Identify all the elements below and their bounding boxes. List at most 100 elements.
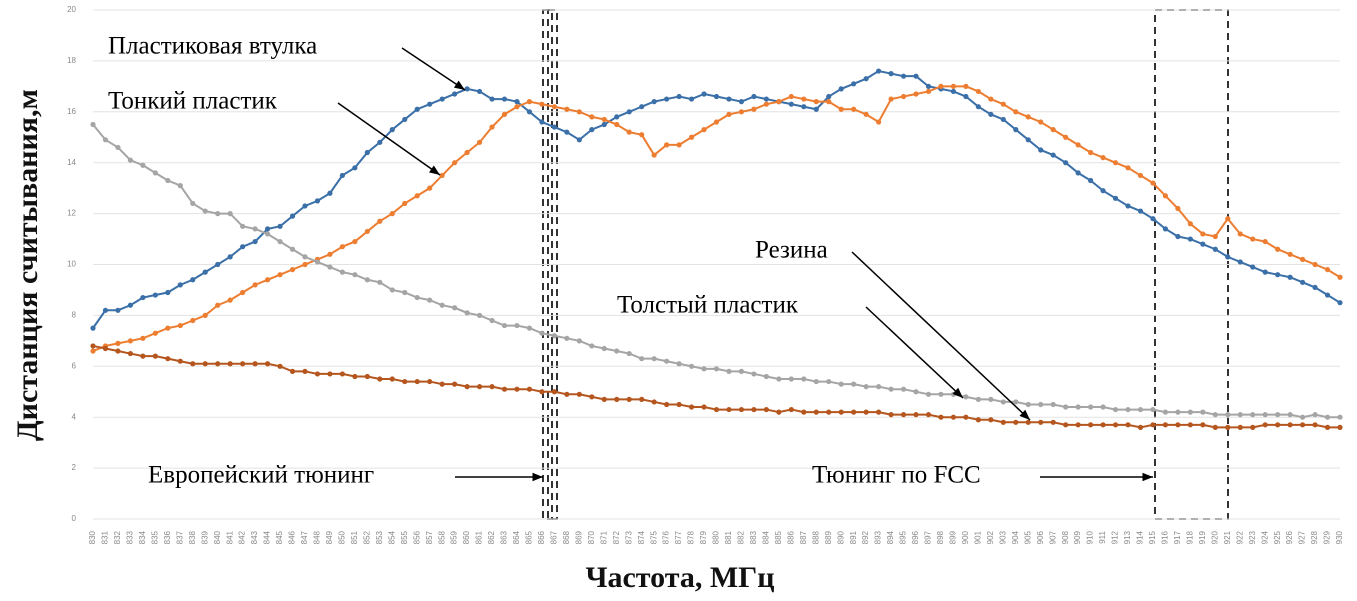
data-point — [863, 76, 869, 82]
x-tick-label: 882 — [737, 530, 746, 544]
x-tick-label: 879 — [699, 530, 708, 544]
data-point — [1013, 127, 1019, 133]
series-line — [92, 70, 1341, 329]
data-point — [240, 361, 246, 367]
data-point — [152, 170, 158, 176]
x-tick-label: 846 — [288, 530, 297, 544]
data-point — [589, 394, 595, 400]
data-point — [1000, 101, 1006, 107]
data-point — [913, 412, 919, 418]
data-point — [115, 307, 121, 313]
series-line — [92, 123, 1340, 419]
data-point — [489, 317, 495, 324]
data-point — [876, 119, 882, 125]
data-point — [963, 83, 969, 89]
data-point — [1125, 165, 1131, 171]
data-point — [701, 127, 707, 133]
data-point — [975, 104, 981, 110]
x-tick-label: 883 — [749, 530, 758, 544]
data-point — [1150, 216, 1156, 222]
x-tick-label: 869 — [574, 530, 583, 544]
data-point — [202, 312, 208, 318]
data-point — [576, 391, 582, 397]
series-annotation: Пластиковая втулка — [108, 33, 317, 60]
data-point — [526, 325, 533, 331]
y-tick-label: 6 — [72, 361, 77, 370]
data-point — [925, 83, 932, 89]
x-tick-label: 847 — [300, 530, 309, 544]
x-tick-label: 872 — [612, 530, 621, 544]
data-point — [140, 294, 146, 301]
data-point — [414, 193, 420, 199]
data-point — [738, 99, 745, 105]
data-point — [165, 177, 171, 184]
x-tick-label: 863 — [500, 530, 509, 544]
data-point — [713, 93, 720, 100]
data-point — [1175, 205, 1181, 212]
data-point — [1100, 422, 1106, 428]
data-point — [751, 371, 757, 377]
x-tick-label: 844 — [263, 530, 272, 544]
data-point — [1324, 424, 1331, 430]
data-point — [913, 91, 919, 97]
data-point — [402, 289, 408, 296]
data-point — [1287, 412, 1293, 418]
data-point — [165, 356, 171, 362]
data-point — [1000, 116, 1006, 123]
data-point — [676, 93, 682, 100]
data-point — [1063, 160, 1069, 166]
data-point — [476, 139, 483, 145]
x-tick-label: 861 — [475, 530, 484, 544]
x-tick-label: 892 — [861, 530, 870, 544]
data-point — [102, 345, 109, 352]
x-tick-label: 838 — [188, 530, 197, 544]
data-point — [289, 246, 296, 252]
data-point — [876, 68, 882, 74]
data-point — [950, 414, 957, 420]
data-point — [277, 272, 283, 278]
data-point — [190, 317, 196, 324]
data-point — [427, 378, 433, 385]
x-tick-label: 864 — [512, 530, 521, 544]
data-point — [501, 322, 508, 329]
data-point — [1212, 233, 1218, 240]
x-tick-label: 890 — [836, 530, 845, 544]
x-tick-label: 856 — [412, 530, 421, 544]
data-point — [1150, 180, 1156, 186]
data-point — [788, 101, 794, 107]
data-point — [1038, 119, 1044, 125]
series-annotation: Резина — [755, 237, 828, 264]
x-tick-label: 853 — [375, 530, 384, 544]
data-point — [177, 358, 183, 364]
data-point — [1000, 419, 1006, 425]
data-point — [576, 137, 582, 143]
x-tick-label: 898 — [936, 530, 945, 544]
data-point — [925, 88, 932, 95]
data-point — [1050, 152, 1056, 158]
data-point — [900, 386, 907, 392]
data-point — [1312, 261, 1318, 268]
data-point — [352, 272, 358, 278]
data-point — [1299, 279, 1306, 285]
x-tick-label: 836 — [163, 530, 172, 544]
data-point — [264, 361, 271, 367]
data-point — [626, 350, 632, 357]
data-point — [626, 396, 632, 402]
tuning-annotation: Тюнинг по FCC — [812, 462, 981, 489]
x-tick-label: 830 — [88, 530, 97, 544]
data-point — [190, 361, 196, 367]
data-point — [339, 371, 345, 377]
data-point — [651, 152, 657, 158]
data-point — [439, 96, 445, 102]
data-point — [102, 137, 109, 143]
x-tick-label: 919 — [1198, 530, 1207, 544]
data-point — [202, 269, 208, 275]
data-point — [1013, 109, 1019, 115]
data-point — [1088, 404, 1094, 410]
data-point — [888, 96, 894, 102]
data-point — [539, 101, 545, 107]
y-tick-label: 0 — [72, 514, 77, 523]
data-point — [177, 282, 183, 288]
x-tick-label: 867 — [549, 530, 558, 544]
data-point — [177, 183, 183, 189]
